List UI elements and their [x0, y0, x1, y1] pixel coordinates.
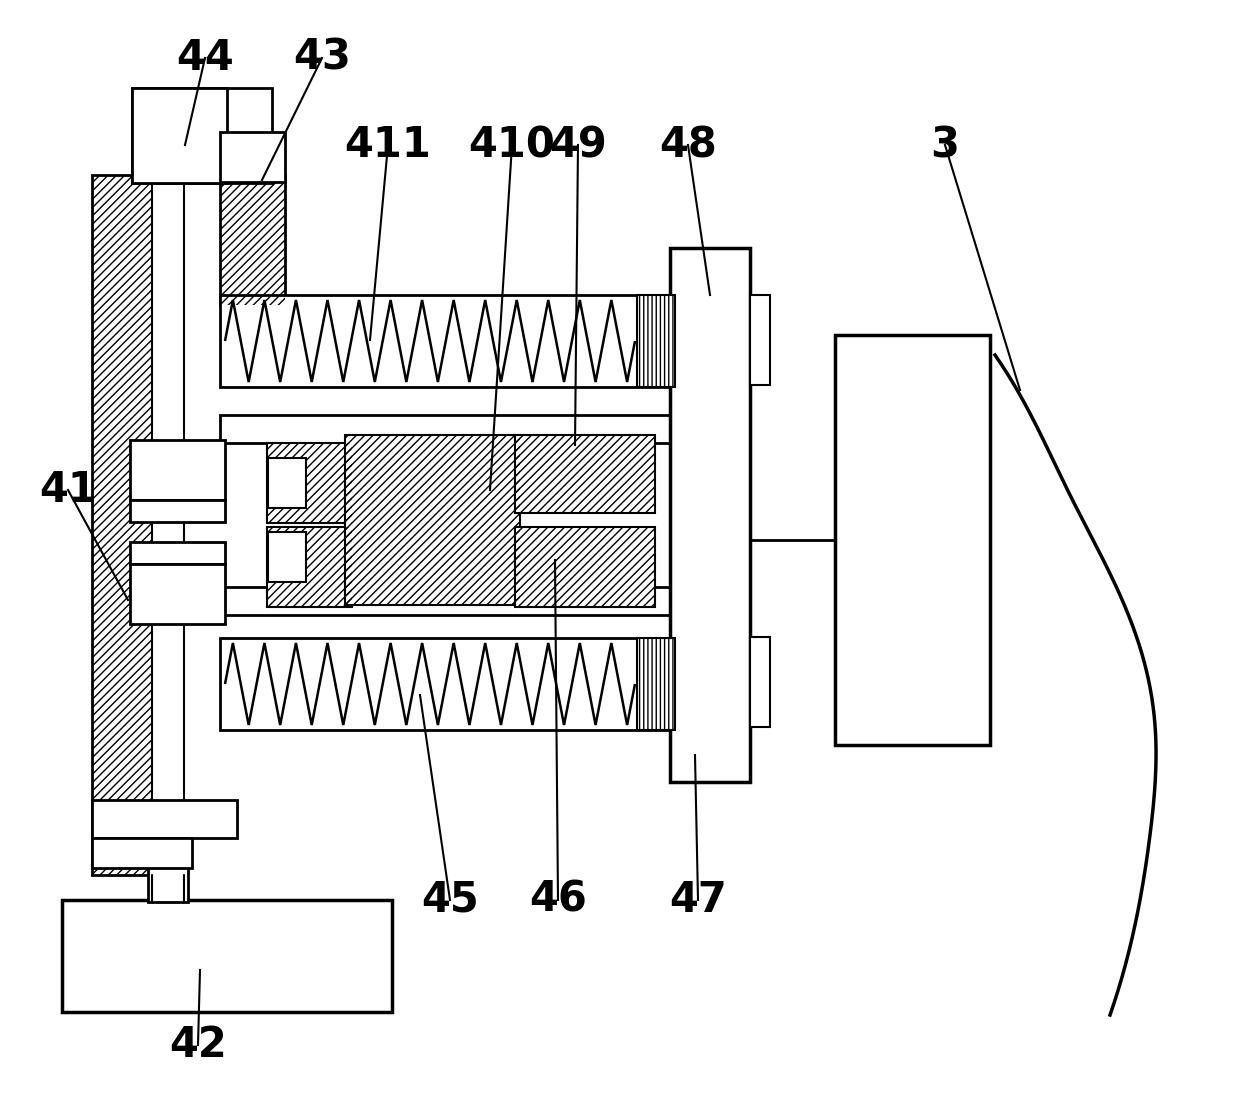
Bar — [345, 435, 520, 606]
Bar — [131, 88, 227, 183]
Bar — [267, 443, 352, 523]
Bar — [219, 295, 675, 386]
Bar — [835, 335, 990, 745]
Text: 45: 45 — [422, 879, 479, 922]
Text: 44: 44 — [176, 37, 234, 79]
Bar — [268, 458, 306, 508]
Bar — [750, 637, 770, 727]
Text: 46: 46 — [529, 879, 587, 922]
Bar — [515, 527, 655, 607]
Text: 42: 42 — [169, 1024, 227, 1066]
Text: 47: 47 — [670, 879, 727, 922]
Bar — [219, 415, 675, 443]
Bar — [92, 838, 192, 868]
Text: 411: 411 — [345, 124, 432, 166]
Bar — [148, 866, 188, 902]
Bar — [267, 443, 352, 523]
Bar — [750, 295, 770, 385]
Bar — [130, 440, 224, 500]
Bar — [131, 88, 272, 183]
Bar — [670, 248, 750, 782]
Text: 410: 410 — [469, 124, 556, 166]
Bar — [219, 175, 285, 305]
Bar — [219, 132, 285, 182]
Bar — [345, 435, 520, 606]
Bar — [515, 435, 655, 513]
Bar — [637, 637, 675, 730]
Bar — [637, 637, 675, 730]
Text: 43: 43 — [293, 37, 351, 79]
Bar — [92, 175, 174, 875]
Bar — [62, 900, 392, 1012]
Text: 48: 48 — [660, 124, 717, 166]
Bar — [92, 800, 237, 838]
Bar — [130, 500, 224, 522]
Bar — [219, 637, 675, 730]
Bar — [637, 295, 675, 386]
Bar — [130, 542, 224, 564]
Bar — [130, 564, 224, 624]
Bar — [268, 532, 306, 582]
Bar — [219, 175, 285, 305]
Bar — [637, 295, 675, 386]
Bar — [267, 527, 352, 607]
Bar — [267, 527, 352, 607]
Bar — [515, 527, 655, 607]
Text: 49: 49 — [549, 124, 606, 166]
Text: 3: 3 — [930, 124, 960, 166]
Text: 41: 41 — [40, 469, 97, 511]
Bar — [515, 435, 655, 513]
Bar — [92, 175, 174, 875]
Bar — [219, 587, 675, 615]
Bar — [153, 175, 184, 875]
